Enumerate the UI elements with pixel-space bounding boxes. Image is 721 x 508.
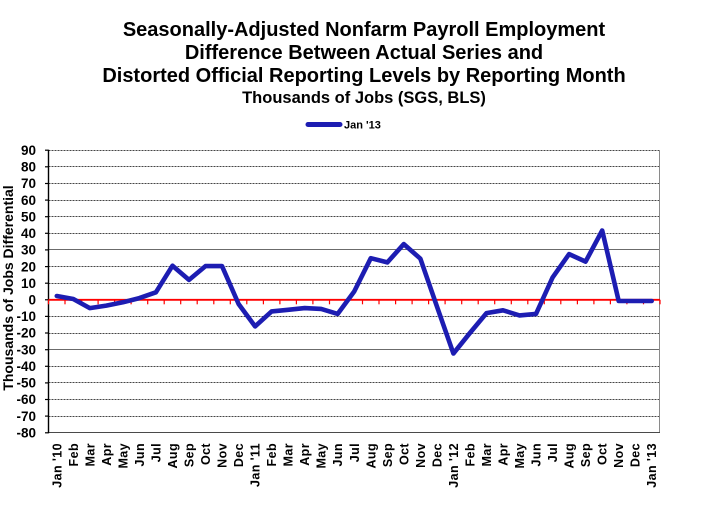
svg-text:-40: -40 (16, 359, 36, 374)
svg-text:Dec: Dec (232, 443, 246, 467)
svg-text:-30: -30 (16, 342, 36, 357)
svg-text:Feb: Feb (463, 443, 477, 466)
svg-text:Jan '13: Jan '13 (645, 443, 659, 488)
svg-text:Seasonally-Adjusted Nonfarm Pa: Seasonally-Adjusted Nonfarm Payroll Empl… (123, 19, 606, 41)
svg-text:Jan '13: Jan '13 (344, 120, 381, 132)
svg-text:Mar: Mar (282, 443, 296, 466)
svg-text:Nov: Nov (414, 443, 428, 468)
svg-text:Jul: Jul (546, 443, 560, 462)
svg-text:Feb: Feb (67, 443, 81, 466)
svg-text:60: 60 (21, 193, 36, 208)
svg-text:Jun: Jun (530, 443, 544, 466)
svg-text:Sep: Sep (381, 443, 395, 467)
svg-text:May: May (315, 443, 329, 469)
svg-text:Dec: Dec (629, 443, 643, 467)
svg-text:Oct: Oct (397, 443, 411, 465)
svg-text:-50: -50 (16, 376, 36, 391)
svg-text:Mar: Mar (83, 443, 97, 466)
svg-text:May: May (513, 443, 527, 469)
svg-text:10: 10 (21, 276, 36, 291)
svg-text:0: 0 (28, 293, 36, 308)
svg-text:Aug: Aug (563, 443, 577, 469)
svg-text:30: 30 (21, 243, 36, 258)
svg-text:-70: -70 (16, 409, 36, 424)
svg-text:-80: -80 (16, 426, 36, 441)
svg-text:Mar: Mar (480, 443, 494, 466)
svg-text:Apr: Apr (497, 443, 511, 466)
svg-text:70: 70 (21, 176, 36, 191)
svg-text:Feb: Feb (265, 443, 279, 466)
svg-text:50: 50 (21, 209, 36, 224)
svg-text:Nov: Nov (612, 443, 626, 468)
svg-text:Nov: Nov (216, 443, 230, 468)
svg-text:Jan '11: Jan '11 (249, 443, 263, 487)
svg-text:80: 80 (21, 160, 36, 175)
svg-text:Jun: Jun (133, 443, 147, 466)
svg-text:Jun: Jun (331, 443, 345, 466)
svg-text:Sep: Sep (579, 443, 593, 467)
svg-text:Apr: Apr (100, 443, 114, 466)
svg-text:May: May (116, 443, 130, 469)
svg-text:Oct: Oct (596, 443, 610, 465)
svg-text:Sep: Sep (183, 443, 197, 467)
svg-text:Difference Between Actual Seri: Difference Between Actual Series and (185, 42, 543, 64)
svg-text:-60: -60 (16, 392, 36, 407)
svg-text:-10: -10 (16, 309, 36, 324)
svg-text:Dec: Dec (430, 443, 444, 467)
svg-text:20: 20 (21, 259, 36, 274)
svg-text:40: 40 (21, 226, 36, 241)
svg-text:Thousands of Jobs Differential: Thousands of Jobs Differential (0, 185, 16, 390)
svg-text:Oct: Oct (199, 443, 213, 465)
svg-text:90: 90 (21, 143, 36, 158)
svg-text:Thousands of Jobs (SGS, BLS): Thousands of Jobs (SGS, BLS) (242, 89, 486, 107)
svg-text:Jan '12: Jan '12 (447, 443, 461, 488)
svg-text:Jan '10: Jan '10 (50, 443, 64, 488)
svg-text:Distorted Official Reporting L: Distorted Official Reporting Levels by R… (102, 65, 625, 87)
svg-text:Jul: Jul (348, 443, 362, 462)
svg-text:Aug: Aug (364, 443, 378, 469)
svg-text:Aug: Aug (166, 443, 180, 469)
svg-text:-20: -20 (16, 326, 36, 341)
svg-text:Apr: Apr (298, 443, 312, 466)
svg-text:Jul: Jul (149, 443, 163, 462)
